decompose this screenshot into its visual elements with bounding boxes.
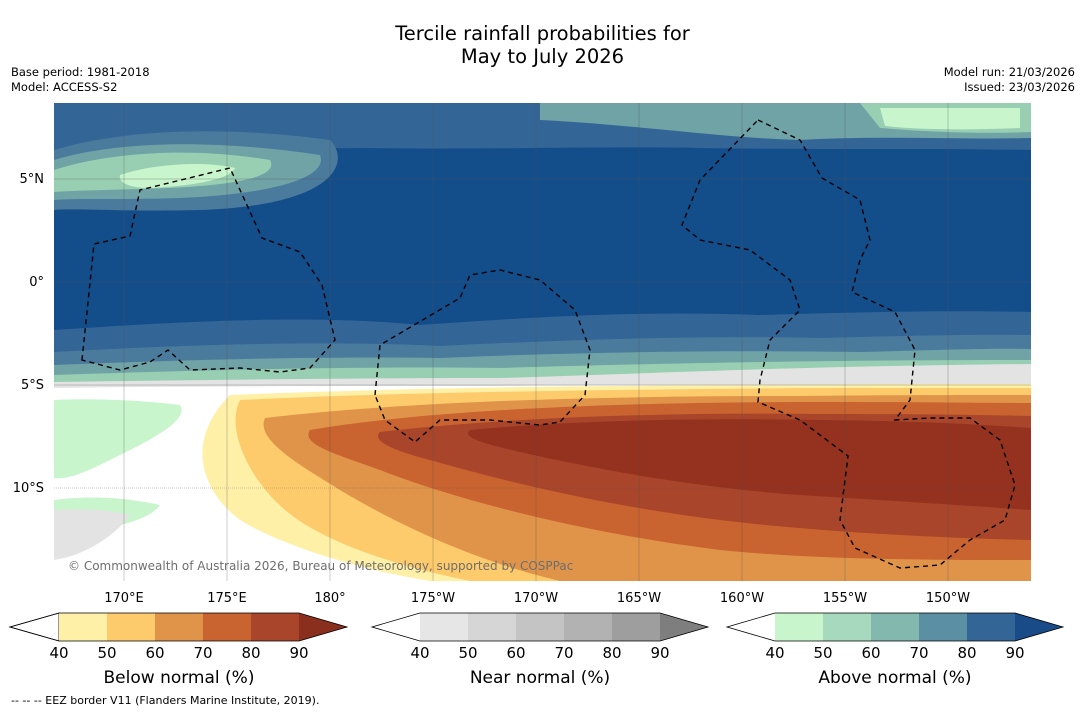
colorbar-swatch (775, 613, 823, 641)
lon-label: 180° (314, 591, 345, 606)
colorbar-tick: 50 (97, 644, 116, 662)
colorbar-swatch (203, 613, 251, 641)
eez-kiribati-line (681, 119, 1016, 569)
colorbar-outline (370, 612, 710, 642)
issued-date: Issued: 23/03/2026 (964, 80, 1075, 94)
colorbar-high-triangle (1015, 613, 1063, 641)
colorbar-swatch (468, 613, 516, 641)
colorbar-tick: 60 (861, 644, 880, 662)
colorbar-swatch (59, 613, 107, 641)
colorbar-tick: 40 (410, 644, 429, 662)
colorbar-swatch (871, 613, 919, 641)
colorbar-tick: 70 (909, 644, 928, 662)
field-west-near (54, 509, 130, 560)
colorbar-tick: 90 (1005, 644, 1024, 662)
lon-label: 175°W (411, 591, 455, 606)
colorbar-above: 40 50 60 70 80 90 (725, 612, 1065, 662)
title-line-1: Tercile rainfall probabilities for (395, 22, 690, 45)
colorbar-below: 40 50 60 70 80 90 (8, 612, 349, 662)
colorbar-ticks: 40 50 60 70 80 90 (410, 644, 669, 662)
colorbar-tick: 40 (765, 644, 784, 662)
colorbar-tick: 80 (957, 644, 976, 662)
title-line-2: May to July 2026 (460, 45, 625, 68)
lon-label: 170°E (104, 591, 144, 606)
colorbar-tick: 40 (49, 644, 68, 662)
colorbar-outline (725, 612, 1065, 642)
lat-label: 5°N (20, 172, 45, 187)
copyright-notice: © Commonwealth of Australia 2026, Bureau… (68, 559, 574, 573)
gridlines (54, 103, 1031, 581)
colorbar-swatch (612, 613, 660, 641)
colorbar-tick: 60 (506, 644, 525, 662)
lat-label: 10°S (13, 481, 44, 496)
base-period: Base period: 1981-2018 (11, 65, 150, 79)
colorbar-near: 40 50 60 70 80 90 (370, 612, 710, 662)
lat-label: 5°S (21, 378, 44, 393)
field-west-40a (54, 399, 182, 479)
colorbar-high-triangle (660, 613, 708, 641)
colorbar-swatch (823, 613, 871, 641)
colorbar-tick: 70 (554, 644, 573, 662)
colorbar-tick: 80 (241, 644, 260, 662)
field-nw-40 (119, 164, 235, 188)
lon-label: 155°W (823, 591, 867, 606)
field-below-90 (468, 419, 1031, 510)
colorbar-swatch (251, 613, 299, 641)
colorbar-title-below: Below normal (%) (103, 668, 255, 688)
colorbar-low-triangle (8, 612, 60, 642)
colorbar-tick: 60 (145, 644, 164, 662)
colorbar-tick: 50 (813, 644, 832, 662)
colorbar-high-triangle (299, 613, 347, 641)
lon-labels: 170°E 175°E 180° 175°W 170°W 165°W 160°W… (104, 591, 970, 606)
meta-right: Model run: 21/03/2026 Issued: 23/03/2026 (944, 65, 1075, 95)
lon-label: 165°W (617, 591, 661, 606)
colorbar-tick: 80 (602, 644, 621, 662)
colorbar-low-triangle (727, 613, 775, 641)
colorbar-swatch (564, 613, 612, 641)
colorbar-swatch (516, 613, 564, 641)
eez-kiribati-phoenix (374, 269, 591, 443)
colorbar-title-near: Near normal (%) (469, 668, 611, 688)
model-name: Model: ACCESS-S2 (11, 80, 118, 94)
lat-labels: 5°N 0° 5°S 10°S (13, 172, 44, 496)
colorbar-ticks: 40 50 60 70 80 90 (765, 644, 1024, 662)
eez-borders (81, 119, 1016, 569)
colorbar-swatch (919, 613, 967, 641)
field-north-40 (880, 108, 1020, 130)
colorbar-ticks: 40 50 60 70 80 90 (49, 644, 308, 662)
colorbar-tick: 90 (650, 644, 669, 662)
eez-kiribati-gilbert (81, 167, 336, 373)
lon-label: 175°E (207, 591, 247, 606)
colorbar-swatch (420, 613, 468, 641)
colorbar-swatch (107, 613, 155, 641)
colorbar-outline (8, 612, 349, 642)
colorbar-tick: 50 (458, 644, 477, 662)
colorbar-swatch (155, 613, 203, 641)
lon-label: 170°W (514, 591, 558, 606)
colorbar-swatch (967, 613, 1015, 641)
colorbar-low-triangle (372, 613, 420, 641)
lon-label: 160°W (720, 591, 764, 606)
map-field (54, 103, 1031, 581)
lon-label: 150°W (926, 591, 970, 606)
model-run: Model run: 21/03/2026 (943, 65, 1075, 79)
colorbar-tick: 70 (193, 644, 212, 662)
colorbar-tick: 90 (289, 644, 308, 662)
eez-footnote: -- -- -- EEZ border V11 (Flanders Marine… (11, 694, 320, 707)
meta-left: Base period: 1981-2018 Model: ACCESS-S2 (11, 65, 150, 95)
chart-title: Tercile rainfall probabilities for May t… (0, 22, 1085, 68)
lat-label: 0° (29, 275, 44, 290)
colorbar-title-above: Above normal (%) (818, 668, 972, 688)
